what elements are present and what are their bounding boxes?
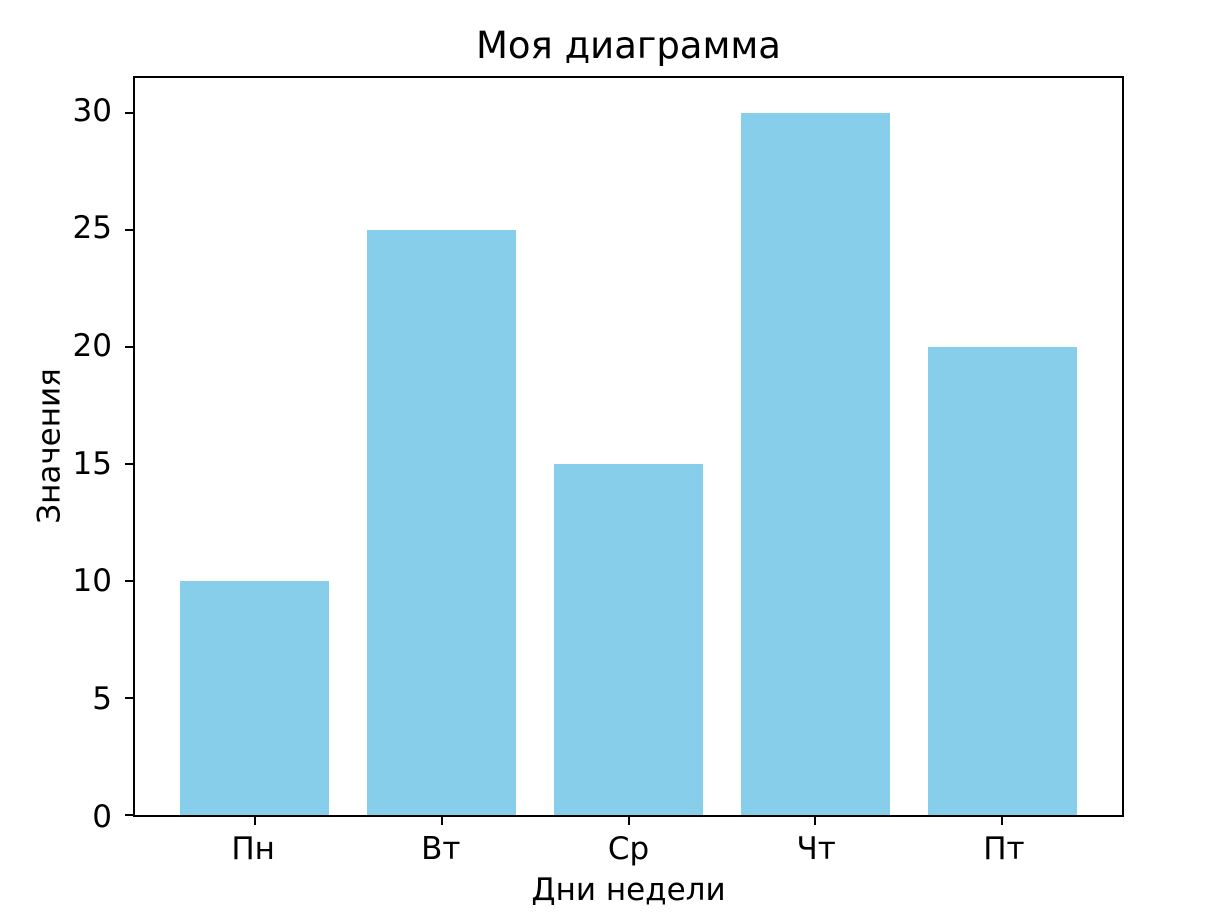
y-tick-label: 10 [72,563,112,600]
x-tick-label: Чт [796,831,836,867]
x-tick-mark [440,817,443,825]
x-axis-label: Дни недели [531,872,726,908]
plot-area [125,76,1124,825]
y-axis-label: Значения [31,368,68,524]
x-tick-mark [627,817,630,825]
x-tick-label: Пн [231,831,275,867]
y-tick-label: 20 [72,328,112,365]
bar [366,230,517,815]
y-tick-mark [125,463,133,466]
y-tick-mark [125,814,133,816]
x-tick-label: Ср [607,831,650,867]
y-tick-mark [125,112,133,115]
bars-layer [135,78,1122,815]
y-axis-tick-labels: 0 5 10 15 20 25 30 [0,76,112,832]
y-tick-mark [125,229,133,232]
x-tick-mark [1001,817,1004,825]
y-tick-mark [125,580,133,583]
x-tick-label: Пт [983,831,1025,867]
x-axis-tick-labels: Пн Вт Ср Чт Пт [133,832,1124,868]
y-tick-label: 30 [72,92,112,129]
chart-title: Моя диаграмма [476,24,781,67]
y-tick-label: 25 [72,210,112,247]
x-tick-mark [253,817,256,825]
x-tick-mark [814,817,817,825]
bar [740,113,891,815]
y-tick-label: 15 [72,445,112,482]
y-tick-label: 0 [92,798,112,835]
y-tick-mark [125,697,133,700]
y-tick-label: 5 [92,680,112,717]
x-tick-label: Вт [421,831,461,867]
y-tick-mark [125,346,133,349]
ticks-layer [125,78,1122,825]
bar [553,464,704,815]
bar [179,581,330,815]
bar [927,347,1078,815]
